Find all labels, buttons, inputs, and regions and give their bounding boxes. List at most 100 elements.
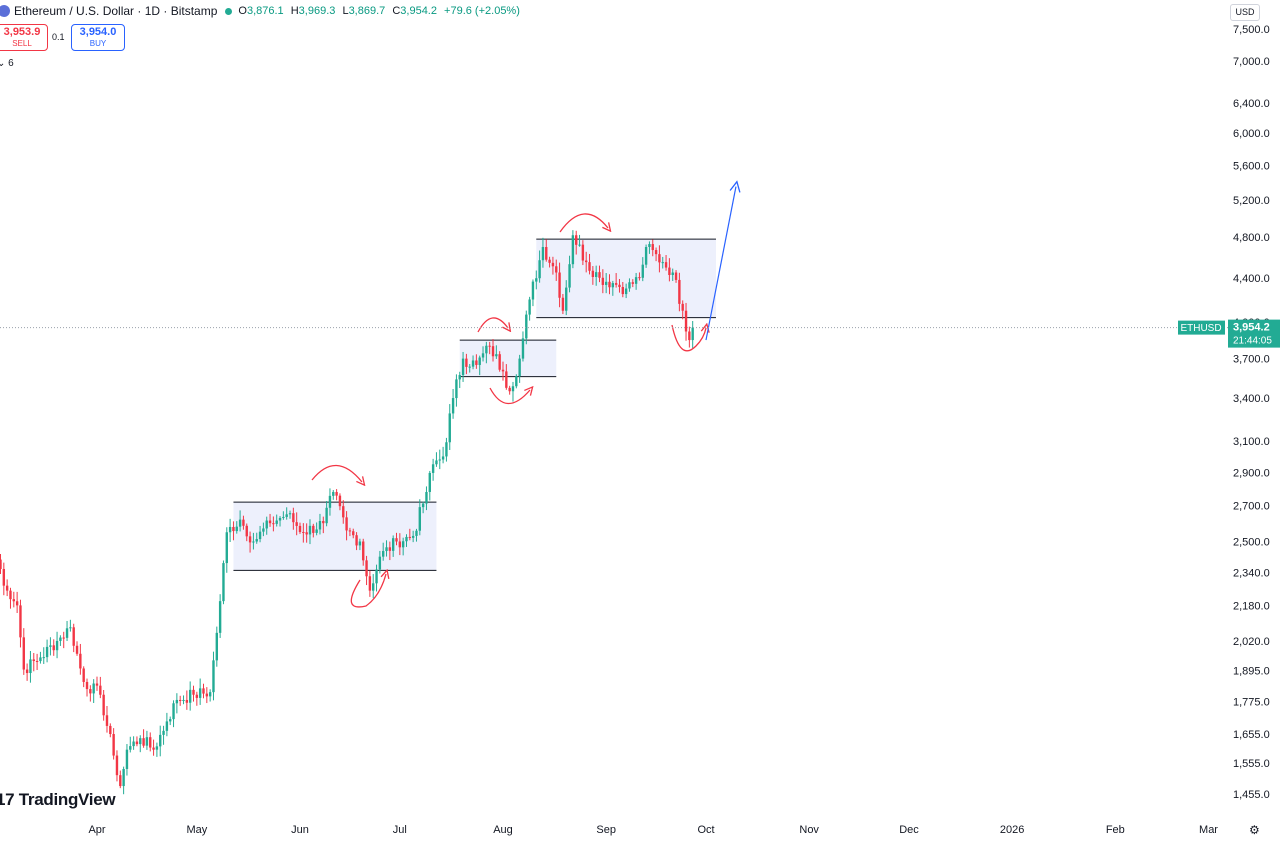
candle-body: [19, 605, 22, 638]
price-tag: [1228, 319, 1280, 348]
candle-body: [648, 244, 651, 248]
buy-label: BUY: [89, 39, 107, 48]
price-axis[interactable]: 7,500.0 7,000.0 6,400.0 6,000.0 5,600.0 5,200…: [1233, 24, 1270, 801]
candle-body: [238, 519, 242, 527]
candle-body: [575, 235, 578, 245]
indicators-count: 6: [8, 58, 14, 69]
candle-body: [102, 694, 105, 716]
y-tick-label: 7,000.0: [1233, 56, 1270, 68]
candle-body: [342, 506, 345, 518]
candle-body: [634, 277, 638, 284]
y-tick-label: 4,800.0: [1233, 232, 1270, 244]
candle-body: [624, 288, 628, 295]
y-tick-label: 6,400.0: [1233, 98, 1270, 110]
candle-body: [212, 660, 215, 693]
candle-body: [684, 310, 688, 332]
candle-body: [15, 601, 19, 606]
candle-body: [89, 689, 92, 694]
candle-body: [112, 734, 115, 756]
candle-body: [345, 517, 348, 531]
candle-body: [491, 346, 495, 357]
indicators-toggle[interactable]: ⌄ 6: [0, 58, 14, 69]
candle-body: [62, 637, 65, 639]
candle-body: [415, 530, 418, 536]
currency-selector[interactable]: USD: [1230, 4, 1260, 21]
candle-body: [355, 535, 358, 546]
candle-body: [638, 277, 641, 279]
candle-body: [425, 491, 428, 504]
candle-body: [248, 536, 252, 543]
candle-body: [172, 703, 175, 720]
candle-body: [222, 563, 225, 602]
candle-body: [292, 513, 295, 523]
candle-body: [262, 528, 265, 532]
time-axis[interactable]: rAprMayJunJulAugSepOctNovDec2026FebMar: [0, 824, 1218, 836]
candle-body: [461, 358, 465, 376]
candle-body: [215, 632, 219, 661]
candle-body: [348, 530, 352, 532]
candle-body: [594, 272, 598, 277]
candle-body: [691, 327, 694, 341]
y-tick-label: 3,100.0: [1233, 436, 1270, 448]
candle-body: [285, 514, 288, 517]
candle-body: [12, 599, 16, 602]
chart-title[interactable]: Ethereum / U.S. Dollar · 1D · Bitstamp: [14, 4, 218, 18]
candle-body: [115, 755, 119, 776]
candle-body: [275, 520, 278, 524]
close-label: C: [392, 5, 401, 17]
sell-button[interactable]: 3,953.9 SELL: [0, 24, 48, 51]
candle-body: [571, 235, 575, 265]
candle-body: [531, 281, 535, 300]
candle-body: [395, 538, 398, 542]
x-tick-label: 2026: [1000, 824, 1024, 836]
range-box[interactable]: [233, 502, 437, 571]
candle-body: [188, 689, 192, 703]
x-tick-label: Apr: [88, 824, 105, 836]
candle-body: [441, 456, 445, 460]
candle-body: [55, 640, 59, 651]
candle-body: [245, 525, 248, 537]
candle-body: [478, 357, 481, 365]
candle-body: [458, 375, 461, 380]
candle-body: [75, 645, 79, 654]
range-box[interactable]: [459, 340, 557, 377]
candle-body: [581, 244, 585, 261]
candle-body: [35, 660, 39, 662]
candle-body: [651, 244, 654, 251]
price-tag-value: 3,954.2: [1233, 322, 1270, 334]
candle-body: [372, 583, 375, 591]
x-tick-label: Jun: [291, 824, 309, 836]
candle-body: [535, 278, 538, 282]
candle-body: [604, 281, 608, 285]
candle-body: [105, 715, 109, 726]
buy-button[interactable]: 3,954.0 BUY: [71, 24, 125, 51]
candle-body: [132, 741, 135, 747]
candle-body: [591, 270, 595, 277]
candle-body: [678, 279, 681, 304]
candle-body: [641, 264, 644, 278]
candle-body: [368, 576, 372, 591]
candle-body: [644, 247, 648, 265]
candle-body: [481, 353, 485, 358]
change-value: +79.6 (+2.05%): [444, 5, 520, 17]
candle-body: [681, 303, 684, 311]
candle-body: [378, 556, 382, 570]
candle-body: [9, 590, 12, 600]
candle-body: [322, 520, 325, 524]
candle-body: [435, 460, 438, 465]
tradingview-logo-icon: 17: [0, 790, 15, 809]
candle-body: [654, 250, 658, 255]
y-tick-label: 2,340.0: [1233, 567, 1270, 579]
candle-body: [568, 264, 571, 288]
candle-body: [258, 531, 262, 540]
candle-body: [398, 541, 402, 548]
candle-body: [149, 737, 152, 748]
candle-body: [614, 283, 618, 285]
settings-icon[interactable]: ⚙: [1249, 823, 1260, 837]
candles: [0, 230, 694, 795]
y-tick-label: 1,895.0: [1233, 666, 1270, 678]
candle-body: [32, 659, 35, 661]
candle-body: [628, 282, 631, 289]
candle-body: [45, 646, 49, 658]
